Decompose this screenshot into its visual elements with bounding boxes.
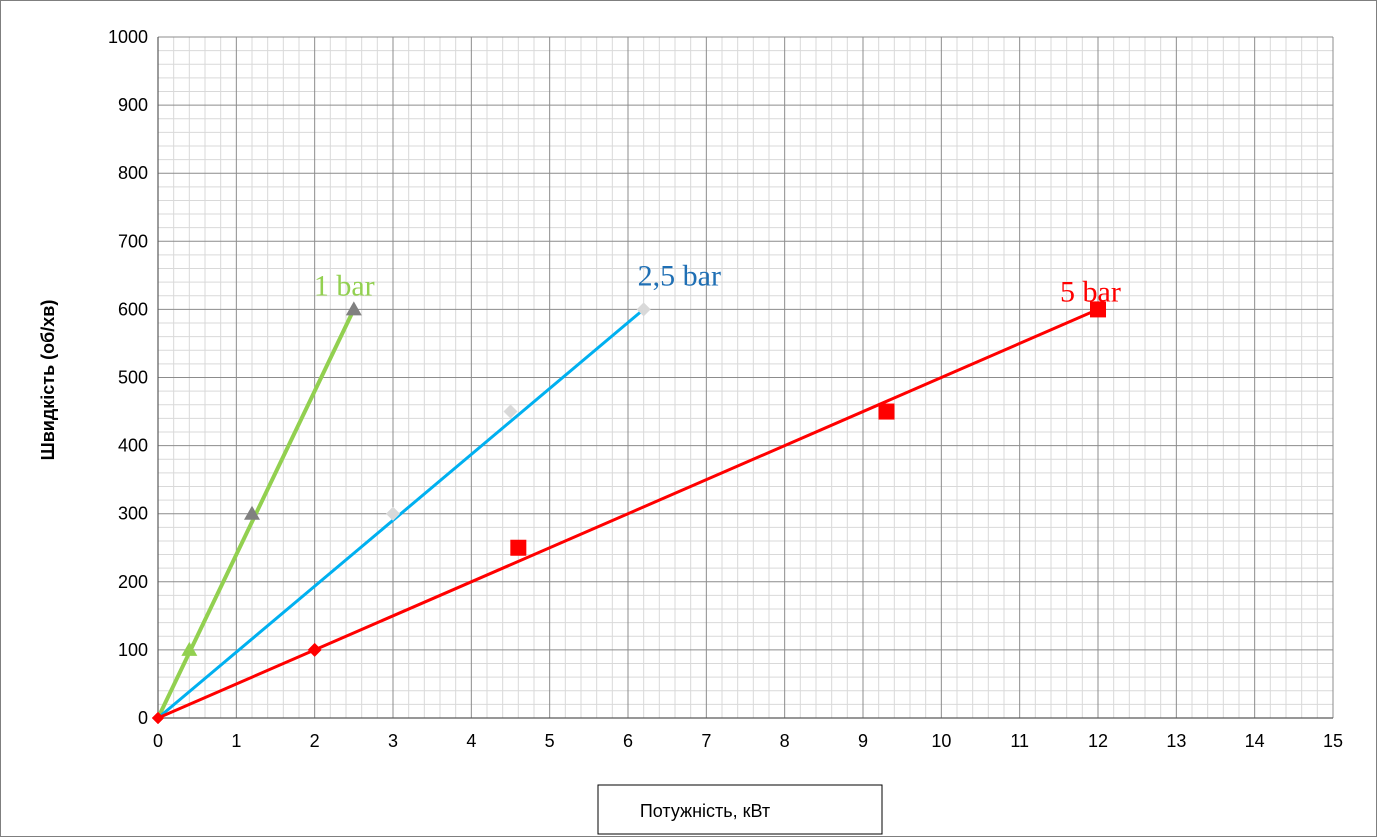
x-axis-label: Потужність, кВт [640, 801, 770, 821]
axes [157, 37, 1333, 719]
y-tick-label: 600 [118, 299, 148, 319]
x-tick-label: 7 [701, 731, 711, 751]
data-point-marker [636, 302, 651, 317]
x-tick-label: 14 [1245, 731, 1265, 751]
data-point-marker [510, 539, 527, 556]
x-tick-label: 13 [1166, 731, 1186, 751]
x-tick-label: 4 [466, 731, 476, 751]
x-tick-label: 6 [623, 731, 633, 751]
data-point-marker [244, 505, 260, 520]
data-point-marker [1090, 301, 1106, 318]
y-tick-label: 700 [118, 231, 148, 251]
series-labels: 1 bar 2,5 bar 5 bar [314, 259, 1121, 308]
y-tick-label: 100 [118, 640, 148, 660]
y-tick-label: 900 [118, 95, 148, 115]
data-point-marker [181, 641, 198, 656]
y-tick-label: 800 [118, 163, 148, 183]
y-tick-label: 200 [118, 572, 148, 592]
x-tick-label: 10 [931, 731, 951, 751]
y-tick-labels: 0 100 200 300 400 500 600 700 800 900 1000 [108, 27, 148, 728]
x-tick-label: 15 [1323, 731, 1343, 751]
y-tick-label: 0 [138, 708, 148, 728]
x-tick-label: 3 [388, 731, 398, 751]
major-gridlines [157, 36, 1334, 719]
x-axis-label-box [597, 784, 883, 835]
series-markers [152, 301, 1106, 724]
x-tick-label: 9 [858, 731, 868, 751]
x-tick-label: 8 [780, 731, 790, 751]
y-tick-label: 300 [118, 504, 148, 524]
x-tick-label: 0 [153, 731, 163, 751]
data-point-marker [345, 301, 362, 316]
x-tick-labels: 0 1 2 3 4 5 6 7 8 9 10 11 12 13 14 15 [153, 731, 1343, 751]
x-tick-label: 12 [1088, 731, 1108, 751]
data-point-marker [503, 404, 518, 419]
y-tick-label: 400 [118, 436, 148, 456]
x-tick-label: 5 [545, 731, 555, 751]
data-point-marker [152, 712, 164, 724]
data-point-marker [386, 506, 400, 521]
y-axis-label: Швидкість (об/хв) [38, 300, 58, 461]
series-label: 1 bar [314, 269, 375, 302]
x-tick-label: 11 [1010, 731, 1029, 751]
data-point-marker [878, 403, 895, 420]
y-tick-label: 500 [118, 368, 148, 388]
series-line-1 [156, 307, 646, 720]
y-tick-label: 1000 [108, 27, 148, 47]
x-tick-label: 1 [231, 731, 241, 751]
series-label: 2,5 bar [638, 259, 721, 292]
series-label: 5 bar [1060, 275, 1121, 308]
x-tick-label: 2 [310, 731, 320, 751]
data-point-marker [307, 642, 322, 657]
